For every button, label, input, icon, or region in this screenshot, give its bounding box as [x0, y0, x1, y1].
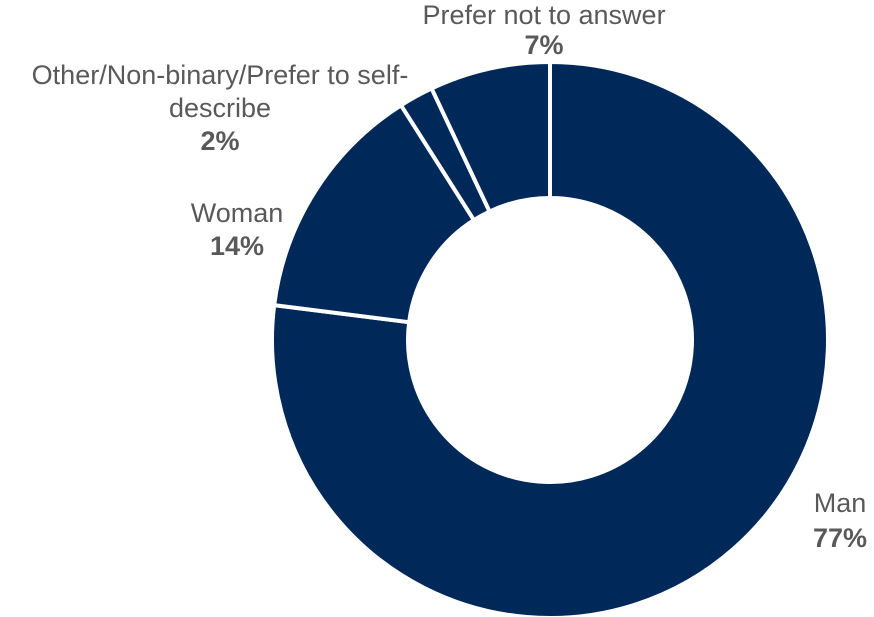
donut-slice — [270, 60, 830, 617]
slice-category-label: Woman — [191, 198, 284, 228]
slice-percent-label: 2% — [200, 126, 239, 156]
donut-slices — [270, 60, 830, 617]
slice-category-label: Other/Non-binary/Prefer to self- — [32, 60, 409, 90]
donut-slice — [272, 103, 476, 325]
slice-percent-label: 14% — [210, 231, 264, 261]
slice-category-label: describe — [169, 93, 271, 123]
slice-category-label: Man — [814, 488, 867, 518]
slice-percent-label: 7% — [524, 30, 563, 60]
donut-slice — [429, 60, 552, 214]
slice-percent-label: 77% — [813, 523, 867, 553]
slice-category-label: Prefer not to answer — [422, 0, 665, 30]
